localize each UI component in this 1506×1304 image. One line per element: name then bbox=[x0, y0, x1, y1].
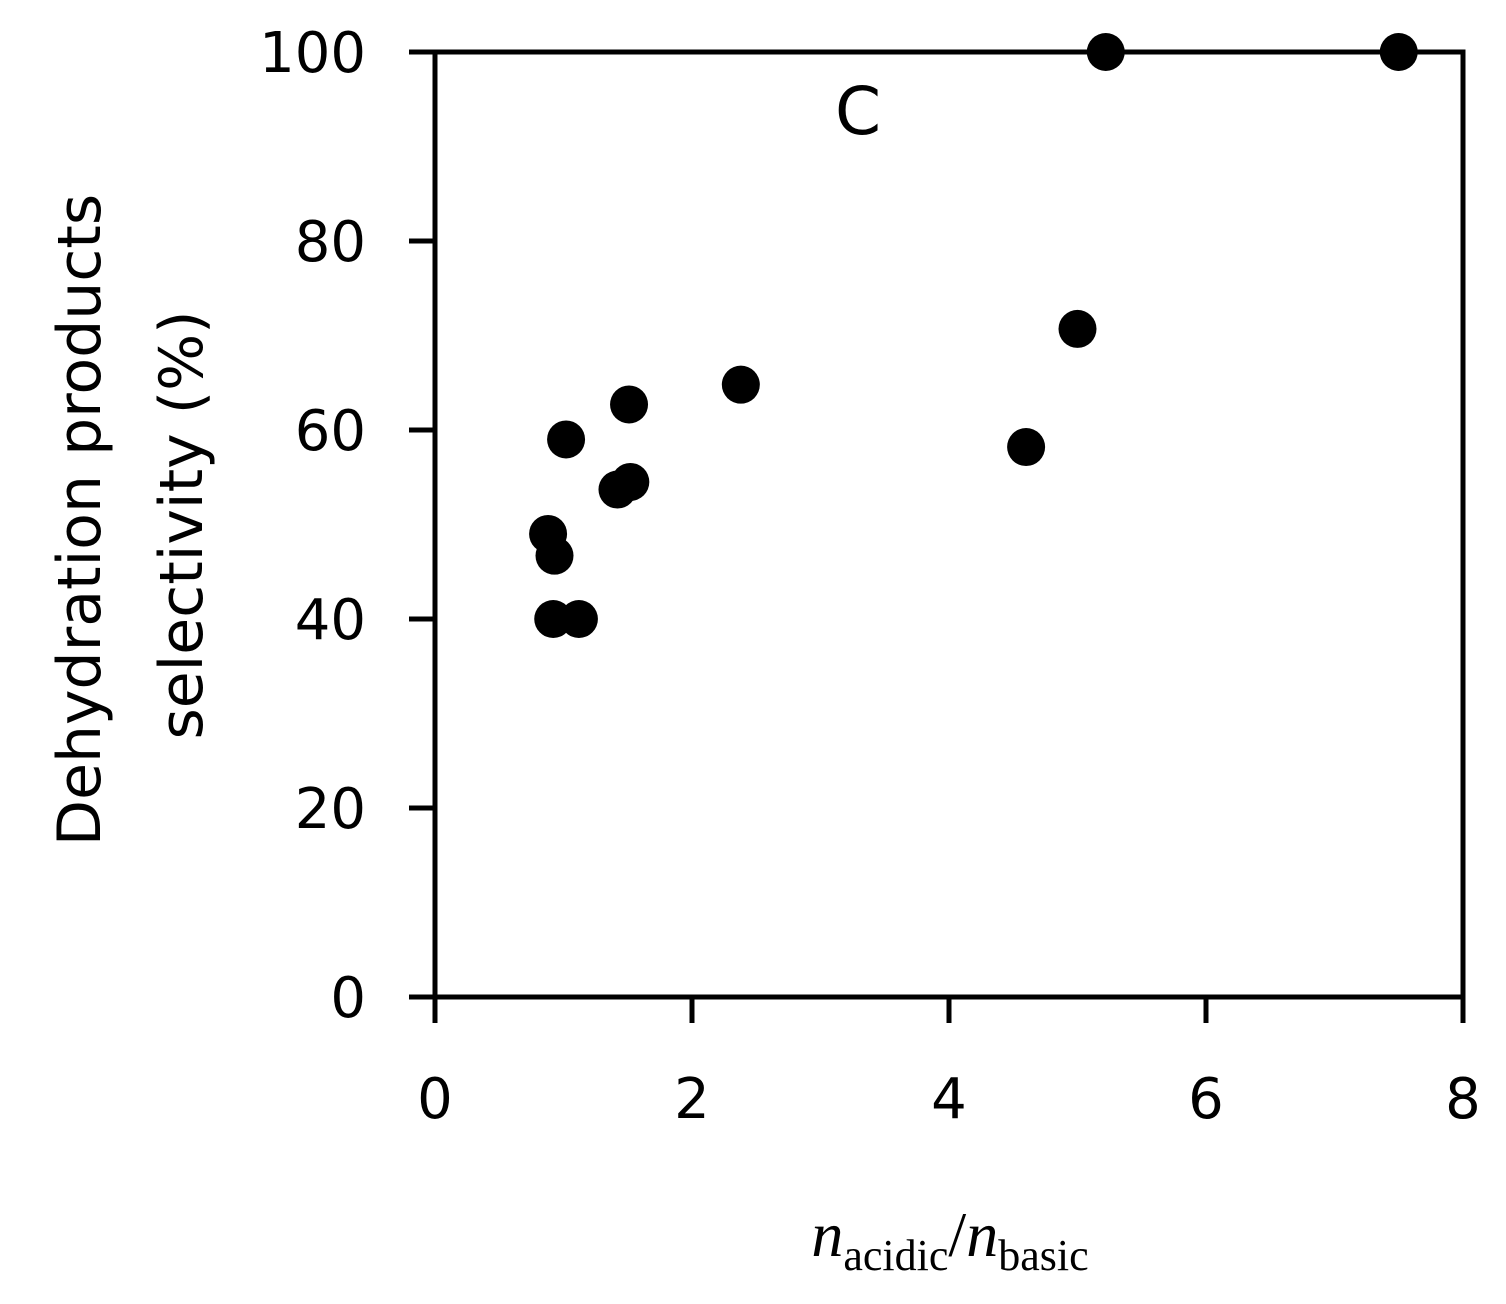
x-tick-label: 8 bbox=[1445, 1067, 1481, 1132]
x-axis-label-sub1: acidic bbox=[843, 1231, 948, 1280]
data-point bbox=[1086, 33, 1125, 71]
data-point bbox=[1058, 309, 1097, 348]
y-tick-label: 80 bbox=[295, 210, 366, 275]
x-tick-label: 2 bbox=[674, 1067, 710, 1132]
y-tick-label: 100 bbox=[259, 21, 366, 86]
data-point bbox=[610, 385, 649, 424]
data-point bbox=[1379, 33, 1418, 71]
data-point bbox=[721, 365, 760, 404]
x-tick-label: 6 bbox=[1188, 1067, 1224, 1132]
plot-frame bbox=[432, 49, 1466, 1000]
x-ticks: 0 2 4 6 8 bbox=[417, 997, 1481, 1132]
x-axis-label: nacidic/nbasic bbox=[811, 1199, 1088, 1280]
y-tick-label: 60 bbox=[295, 399, 366, 464]
data-point bbox=[611, 462, 650, 501]
y-tick-label: 0 bbox=[330, 966, 366, 1031]
x-axis-label-n1: n bbox=[811, 1199, 843, 1270]
x-tick-label: 4 bbox=[931, 1067, 967, 1132]
data-points bbox=[529, 33, 1418, 638]
y-axis-label-line-1: Dehydration products bbox=[45, 194, 115, 846]
x-axis-label-slash: / bbox=[948, 1199, 966, 1270]
y-tick-label: 20 bbox=[295, 777, 366, 842]
x-axis-label-n2: n bbox=[966, 1199, 998, 1270]
y-axis-label: Dehydration products selectivity (%) bbox=[45, 194, 217, 846]
x-tick-label: 0 bbox=[417, 1067, 453, 1132]
data-point bbox=[1007, 428, 1046, 467]
data-point bbox=[535, 536, 574, 575]
data-point bbox=[547, 420, 586, 459]
y-ticks: 0 20 40 60 80 100 bbox=[259, 21, 435, 1031]
axes: 0 2 4 6 8 0 20 40 60 80 100 bbox=[259, 21, 1481, 1132]
data-point bbox=[559, 600, 598, 638]
y-tick-label: 40 bbox=[295, 588, 366, 653]
y-axis-label-line-2: selectivity (%) bbox=[147, 310, 217, 739]
x-axis-label-sub2: basic bbox=[998, 1231, 1088, 1280]
panel-label: C bbox=[835, 73, 881, 150]
